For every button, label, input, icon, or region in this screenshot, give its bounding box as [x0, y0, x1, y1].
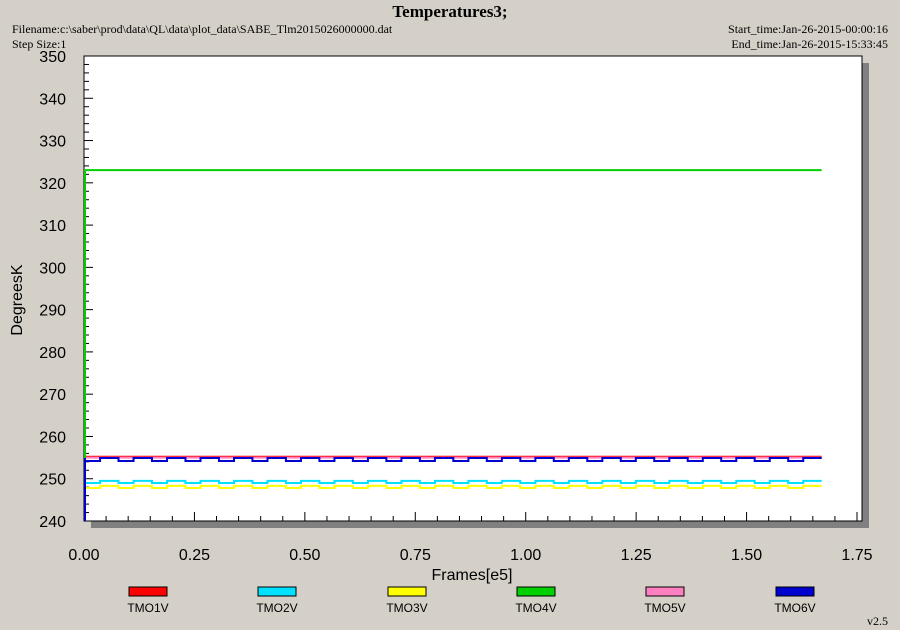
plot-area — [83, 55, 863, 522]
legend-label-tmo3v: TMO3V — [386, 601, 427, 615]
y-tick-label: 250 — [39, 472, 66, 489]
legend-swatch-tmo5v — [645, 586, 685, 597]
legend-swatch-tmo6v — [775, 586, 815, 597]
step-size-label: Step Size:1 — [12, 37, 67, 51]
end-time-label: End_time:Jan-26-2015-15:33:45 — [731, 37, 888, 51]
legend-swatch-tmo1v — [128, 586, 168, 597]
y-tick-label: 340 — [39, 91, 66, 108]
legend-swatch-tmo2v — [257, 586, 297, 597]
x-tick-label: 0.50 — [289, 547, 320, 564]
legend-label-tmo2v: TMO2V — [256, 601, 297, 615]
x-tick-label: 1.25 — [621, 547, 652, 564]
version-label: v2.5 — [867, 614, 888, 628]
y-tick-label: 300 — [39, 260, 66, 277]
y-tick-label: 260 — [39, 429, 66, 446]
legend-label-tmo6v: TMO6V — [774, 601, 815, 615]
y-tick-label: 350 — [39, 49, 66, 66]
x-tick-label: 0.75 — [400, 547, 431, 564]
legend-swatch-tmo4v — [516, 586, 556, 597]
x-tick-label: 1.50 — [731, 547, 762, 564]
y-tick-label: 320 — [39, 176, 66, 193]
series-line-tmo2v — [84, 479, 822, 484]
legend-label-tmo1v: TMO1V — [127, 601, 168, 615]
y-tick-label: 290 — [39, 303, 66, 320]
y-tick-label: 270 — [39, 387, 66, 404]
x-tick-label: 0.00 — [68, 547, 99, 564]
x-tick-label: 1.00 — [510, 547, 541, 564]
y-axis-label: DegreesK — [9, 264, 26, 335]
y-tick-label: 240 — [39, 514, 66, 531]
x-tick-label: 0.25 — [179, 547, 210, 564]
legend-swatch-tmo3v — [387, 586, 427, 597]
legend-label-tmo5v: TMO5V — [644, 601, 685, 615]
y-tick-label: 330 — [39, 134, 66, 151]
filename-label: Filename:c:\saber\prod\data\QL\data\plot… — [12, 22, 393, 36]
legend-label-tmo4v: TMO4V — [515, 601, 556, 615]
series-line-tmo6v — [84, 457, 822, 462]
y-tick-label: 310 — [39, 218, 66, 235]
x-axis-label: Frames[e5] — [432, 567, 513, 584]
chart-title: Temperatures3; — [392, 2, 508, 21]
series-line-tmo3v — [84, 484, 822, 490]
start-time-label: Start_time:Jan-26-2015-00:00:16 — [728, 22, 888, 36]
x-tick-label: 1.75 — [841, 547, 872, 564]
y-tick-label: 280 — [39, 345, 66, 362]
